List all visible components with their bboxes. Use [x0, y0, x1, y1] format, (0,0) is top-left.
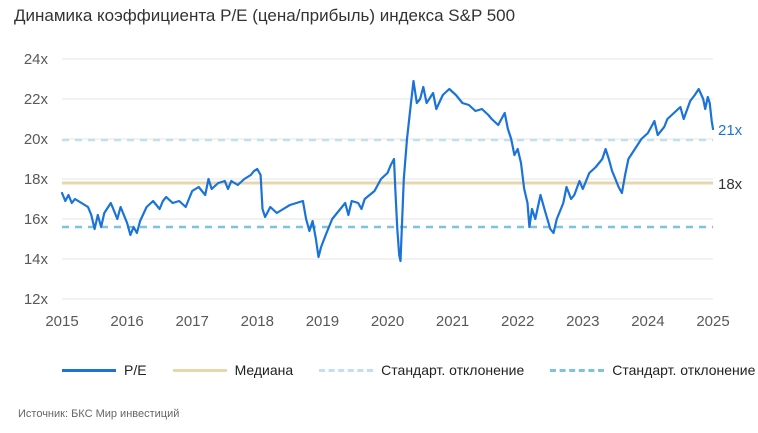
legend-label-std-lower: Стандарт. отклонение	[612, 362, 756, 378]
y-tick-label: 16x	[24, 211, 49, 228]
legend-swatch-std-lower	[550, 368, 605, 372]
x-tick-label: 2021	[436, 313, 469, 330]
x-tick-label: 2022	[501, 313, 534, 330]
x-tick-label: 2017	[176, 313, 209, 330]
end-annotations: 21x 18x	[718, 122, 743, 193]
pe-line	[60, 79, 715, 263]
y-tick-label: 20x	[24, 131, 49, 148]
x-tick-label: 2016	[110, 313, 143, 330]
y-tick-label: 18x	[24, 171, 49, 188]
legend-item-median: Медиана	[172, 362, 294, 378]
chart-title: Динамика коэффициента P/E (цена/прибыль)…	[14, 6, 516, 25]
legend-label-std-upper: Стандарт. отклонение	[381, 362, 525, 378]
y-tick-label: 22x	[24, 91, 49, 108]
legend-swatch-pe	[62, 368, 116, 372]
legend: P/E Медиана Стандарт. отклонение Стандар…	[62, 362, 755, 378]
legend-item-std-lower: Стандарт. отклонение	[550, 362, 755, 378]
annotation-current: 21x	[718, 122, 743, 139]
reference-lines	[62, 138, 713, 229]
pe-series	[60, 79, 715, 263]
annotation-median: 18x	[718, 176, 743, 193]
y-tick-label: 12x	[24, 291, 49, 308]
legend-label-pe: P/E	[124, 362, 147, 378]
x-tick-label: 2023	[566, 313, 599, 330]
legend-item-pe: P/E	[62, 362, 147, 378]
x-tick-label: 2024	[631, 313, 664, 330]
x-tick-label: 2015	[45, 313, 78, 330]
x-tick-label: 2019	[306, 313, 339, 330]
legend-item-std-upper: Стандарт. отклонение	[319, 362, 524, 378]
legend-swatch-std-upper	[319, 368, 374, 372]
y-tick-label: 24x	[24, 51, 49, 68]
x-tick-label: 2018	[241, 313, 274, 330]
legend-swatch-median	[172, 368, 227, 372]
axis-labels: 24x 22x 20x 18x 16x 14x 12x 2015 2016 2017 2018 201…	[24, 51, 730, 330]
y-tick-label: 14x	[24, 251, 49, 268]
x-tick-label: 2025	[696, 313, 729, 330]
x-tick-label: 2020	[371, 313, 404, 330]
source-note: Источник: БКС Мир инвестиций	[18, 408, 180, 420]
legend-label-median: Медиана	[234, 362, 294, 378]
